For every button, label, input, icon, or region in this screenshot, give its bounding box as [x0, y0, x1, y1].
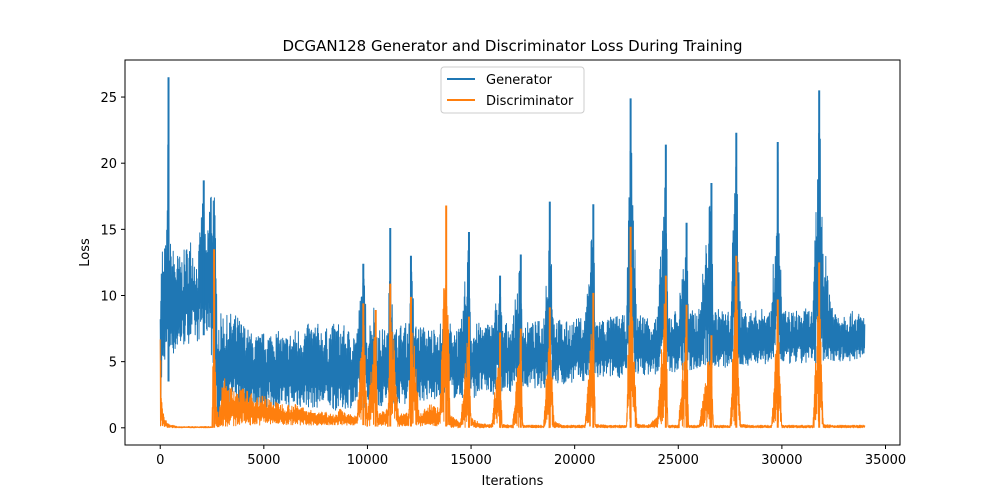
legend-label-discriminator: Discriminator [486, 94, 574, 109]
y-axis-ticks: 0 5 10 15 20 25 [100, 91, 125, 437]
x-tick-label: 5000 [247, 453, 280, 468]
y-axis-label: Loss [78, 238, 93, 267]
chart-title: DCGAN128 Generator and Discriminator Los… [282, 37, 742, 55]
x-axis-label: Iterations [482, 474, 544, 489]
plot-frame [124, 59, 901, 446]
x-tick-label: 25000 [658, 453, 699, 468]
x-tick-label: 10000 [347, 453, 388, 468]
y-tick-label: 5 [109, 356, 117, 371]
x-tick-label: 35000 [865, 453, 906, 468]
series-line-discriminator [159, 267, 866, 429]
y-tick-label: 0 [109, 422, 117, 437]
y-tick-label: 25 [100, 91, 117, 106]
y-tick-label: 20 [100, 157, 117, 172]
legend: Generator Discriminator [440, 66, 585, 114]
legend-box [440, 66, 585, 114]
y-tick-label: 15 [100, 223, 117, 238]
series-layer [159, 77, 866, 429]
x-tick-label: 20000 [554, 453, 595, 468]
x-tick-label: 15000 [450, 453, 491, 468]
x-tick-label: 0 [156, 453, 164, 468]
x-tick-label: 30000 [761, 453, 802, 468]
x-axis-ticks: 0 5000 10000 15000 20000 25000 30000 35000 [156, 445, 906, 468]
y-tick-label: 10 [100, 289, 117, 304]
series-line-generator [159, 105, 866, 425]
legend-label-generator: Generator [486, 73, 553, 88]
